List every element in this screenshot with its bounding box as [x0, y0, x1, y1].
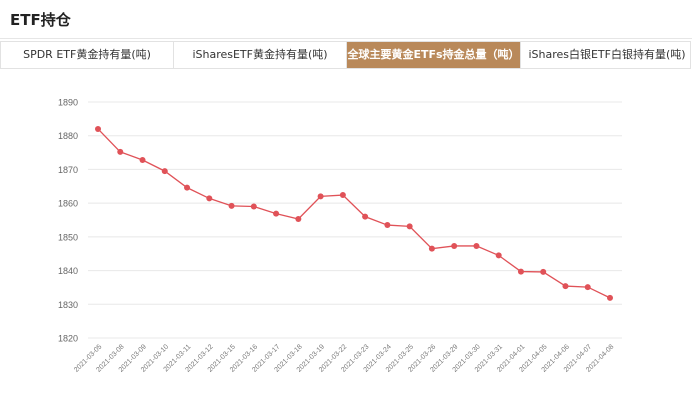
data-point[interactable] [607, 294, 613, 301]
data-point[interactable] [428, 245, 435, 252]
tab-bar: SPDR ETF黄金持有量(吨) iSharesETF黄金持有量(吨) 全球主要… [0, 41, 691, 69]
data-point[interactable] [584, 284, 591, 291]
data-point[interactable] [540, 268, 547, 275]
y-axis-labels: 1820 1830 1840 1850 1860 1870 1880 1890 [58, 98, 78, 344]
data-point[interactable] [228, 202, 235, 209]
data-point[interactable] [517, 268, 524, 275]
line-chart: 1820 1830 1840 1850 1860 1870 1880 1890 2021-03… [58, 98, 622, 374]
data-point[interactable] [384, 222, 391, 229]
header: ETF持仓 [0, 0, 692, 39]
data-point[interactable] [184, 184, 191, 191]
data-point[interactable] [295, 215, 302, 222]
tab-ishares-silver[interactable]: iShares白银ETF白银持有量(吨) [528, 48, 686, 61]
tab-global-gold-etfs[interactable]: 全球主要黄金ETFs持金总量（吨） [347, 42, 521, 68]
data-point[interactable] [362, 213, 369, 220]
data-point[interactable] [339, 192, 346, 199]
data-point[interactable] [473, 242, 480, 249]
series [95, 125, 613, 301]
y-tick-label: 1860 [58, 199, 78, 209]
data-point[interactable] [206, 195, 213, 202]
tab-ishares-gold[interactable]: iSharesETF黄金持有量(吨) [174, 42, 347, 68]
data-point[interactable] [139, 156, 146, 163]
chart-container: 1820 1830 1840 1850 1860 1870 1880 1890 2021-03… [0, 70, 692, 407]
data-point[interactable] [406, 223, 413, 230]
y-tick-label: 1880 [58, 131, 78, 141]
data-point[interactable] [495, 252, 502, 259]
data-point[interactable] [273, 210, 280, 217]
page-title: ETF持仓 [10, 11, 71, 29]
data-point[interactable] [562, 283, 569, 290]
y-tick-label: 1820 [58, 334, 78, 344]
y-tick-label: 1830 [58, 300, 78, 310]
y-tick-label: 1840 [58, 266, 78, 276]
data-point[interactable] [451, 242, 458, 249]
data-point[interactable] [95, 125, 101, 132]
grid-lines [88, 101, 622, 339]
data-point[interactable] [317, 193, 324, 200]
data-point[interactable] [250, 203, 257, 210]
y-tick-label: 1890 [58, 98, 78, 108]
x-axis-labels: 2021-03-052021-03-082021-03-092021-03-10… [73, 343, 615, 373]
series-line [97, 128, 611, 299]
data-point[interactable] [117, 148, 124, 155]
tab-spdr-gold[interactable]: SPDR ETF黄金持有量(吨) [1, 42, 174, 68]
data-point[interactable] [161, 168, 168, 175]
y-tick-label: 1850 [58, 232, 78, 242]
y-tick-label: 1870 [58, 165, 78, 175]
